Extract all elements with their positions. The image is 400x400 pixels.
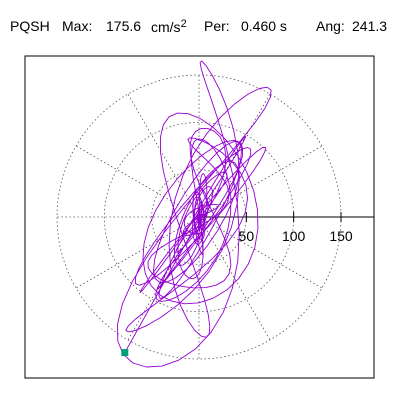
max-unit-base: cm/s [151, 19, 181, 35]
particle-motion-trace [117, 60, 272, 368]
tick-labels: 50 100 150 [239, 228, 353, 244]
max-unit-exponent: 2 [180, 18, 187, 30]
x-tick-label-50: 50 [239, 228, 255, 244]
max-unit: cm/s2 [151, 18, 187, 35]
max-label: Max: [62, 18, 93, 34]
title-bar: PQSH Max: 175.6 cm/s2 Per: 0.460 s Ang: … [0, 18, 400, 42]
angle-value: 241.3 [352, 18, 388, 34]
trace-layer [117, 60, 272, 368]
marker-layer [121, 349, 129, 357]
grid-spoke-60 [198, 93, 271, 218]
grid-spoke-30 [198, 145, 323, 218]
x-tick-label-150: 150 [329, 228, 353, 244]
max-value: 175.6 [106, 18, 142, 34]
plot-frame [24, 55, 375, 379]
angle-label: Ang: [316, 18, 345, 34]
period-value: 0.460 s [241, 18, 287, 34]
period-label: Per: [204, 18, 230, 34]
station-code: PQSH [10, 18, 50, 34]
max-amplitude-marker [121, 349, 129, 357]
x-tick-label-100: 100 [282, 228, 306, 244]
axes [199, 212, 374, 222]
